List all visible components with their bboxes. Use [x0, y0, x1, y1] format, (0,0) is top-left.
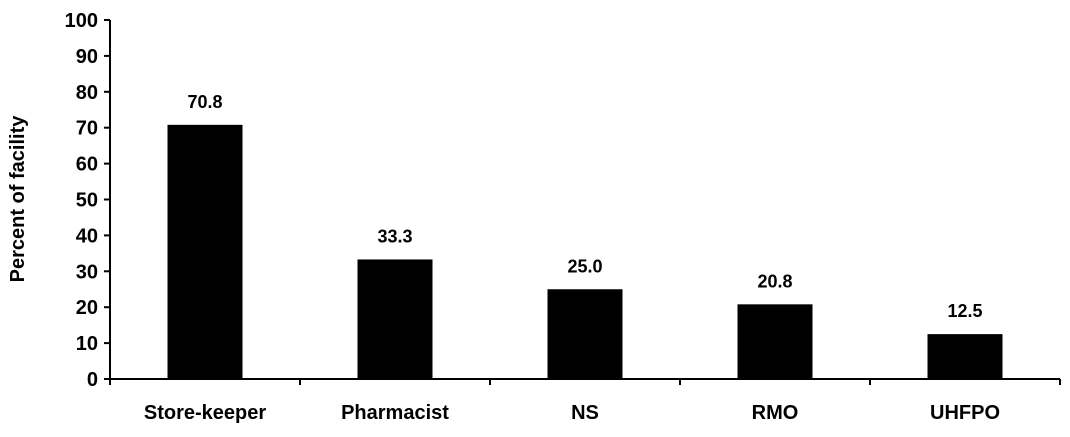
y-tick-label: 80: [76, 82, 98, 104]
bar-pharmacist: [357, 259, 433, 379]
y-tick-label: 70: [76, 118, 98, 140]
y-tick-label: 90: [76, 46, 98, 68]
y-tick-label: 0: [87, 369, 98, 391]
y-tick-label: 60: [76, 154, 98, 176]
y-tick-label: 100: [65, 10, 98, 32]
y-tick-label: 50: [76, 190, 98, 212]
bar-store-keeper: [167, 124, 243, 379]
bar-ns: [547, 289, 623, 379]
x-tick-label: Store-keeper: [144, 402, 266, 424]
bar-rmo: [737, 304, 813, 379]
y-axis-ticks: 0 10 20 30 40 50 60 70 80 90 100: [65, 10, 110, 391]
data-label: 25.0: [567, 256, 602, 276]
data-label: 70.8: [187, 92, 222, 112]
x-tick-label: NS: [571, 402, 599, 424]
data-label: 20.8: [757, 271, 792, 291]
y-axis-title: Percent of facility: [7, 115, 29, 283]
data-labels-group: 70.8 33.3 25.0 20.8 12.5: [187, 92, 982, 321]
data-label: 12.5: [947, 301, 982, 321]
x-tick-label: Pharmacist: [341, 402, 449, 424]
bar-uhfpo: [927, 334, 1003, 379]
x-axis-ticks: Store-keeper Pharmacist NS RMO UHFPO: [109, 379, 1061, 424]
y-tick-label: 30: [76, 261, 98, 283]
y-tick-label: 40: [76, 225, 98, 247]
bars-group: [167, 124, 1003, 379]
y-tick-label: 20: [76, 297, 98, 319]
x-tick-label: RMO: [752, 402, 799, 424]
y-tick-label: 10: [76, 333, 98, 355]
data-label: 33.3: [377, 226, 412, 246]
x-tick-label: UHFPO: [930, 402, 1000, 424]
